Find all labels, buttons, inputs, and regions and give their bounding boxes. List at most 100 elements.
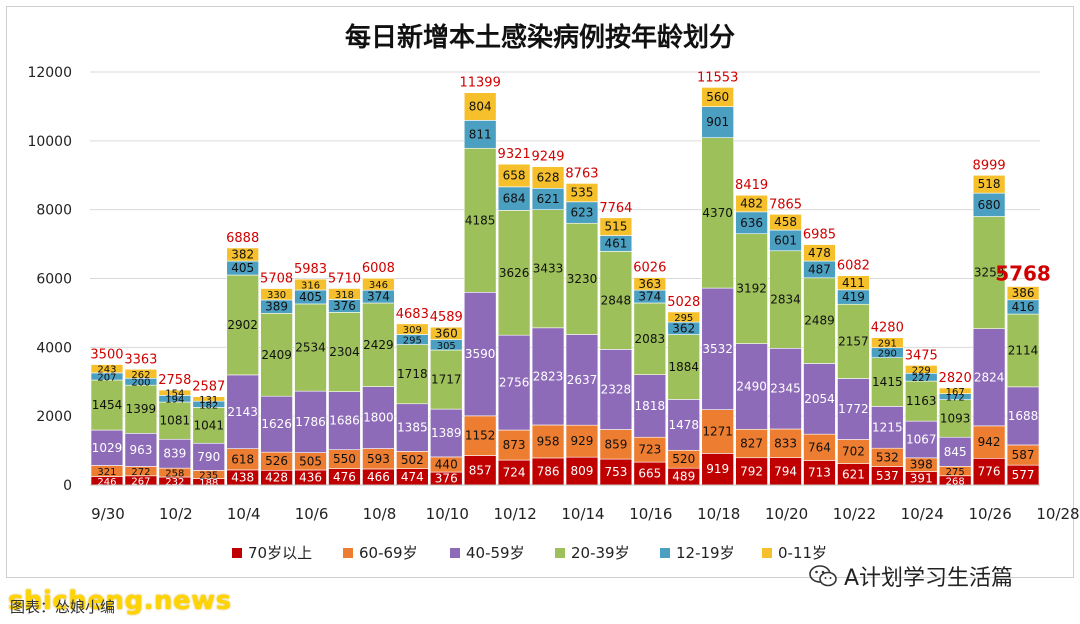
bar-data-label: 382 <box>231 248 254 262</box>
bar-data-label: 309 <box>403 325 422 336</box>
y-tick-label: 0 <box>63 478 72 494</box>
bar-segment <box>294 390 327 453</box>
bar-data-label: 1029 <box>92 441 123 455</box>
bar-data-label: 466 <box>367 470 390 484</box>
bar-data-label: 2824 <box>974 370 1005 384</box>
bar-data-label: 1717 <box>431 373 462 387</box>
bar-total-label: 6026 <box>633 261 666 276</box>
bar-data-label: 786 <box>537 464 560 478</box>
bar-data-label: 438 <box>231 470 254 484</box>
bar-data-label: 724 <box>503 466 526 480</box>
bar-data-label: 405 <box>299 290 322 304</box>
bar-data-label: 794 <box>774 464 797 478</box>
bar-data-label: 2490 <box>736 379 767 393</box>
bar-data-label: 182 <box>199 400 218 411</box>
bar-data-label: 194 <box>165 395 184 406</box>
legend-label: 12-19岁 <box>676 544 735 562</box>
bar-data-label: 1454 <box>92 398 123 412</box>
bar-data-label: 1884 <box>668 360 699 374</box>
x-tick-label: 10/12 <box>494 505 537 523</box>
bar-segment <box>396 323 429 335</box>
bar-data-label: 753 <box>604 465 627 479</box>
bar-segment <box>362 277 395 291</box>
bar-data-label: 243 <box>97 365 116 376</box>
bar-data-label: 593 <box>367 452 390 466</box>
bar-data-label: 227 <box>912 373 931 384</box>
bar-data-label: 305 <box>437 341 456 352</box>
bar-data-label: 1152 <box>465 429 496 443</box>
bar-data-label: 3590 <box>465 347 496 361</box>
bar-segment <box>565 183 599 203</box>
x-tick-label: 10/16 <box>629 505 672 523</box>
bar-data-label: 2848 <box>601 293 632 307</box>
bar-data-label: 776 <box>978 465 1001 479</box>
bar-data-label: 1818 <box>635 399 666 413</box>
bar-segment <box>192 442 225 471</box>
bar-data-label: 1163 <box>906 394 937 408</box>
bar-data-label: 502 <box>401 453 424 467</box>
bar-total-label: 5708 <box>260 272 293 287</box>
bar-total-label: 4589 <box>430 310 463 325</box>
bar-data-label: 154 <box>165 389 184 400</box>
bar-segment <box>938 387 972 394</box>
bar-total-label: 11553 <box>697 70 738 85</box>
bar-segment <box>565 424 599 458</box>
bar-segment <box>430 326 463 340</box>
bar-segment <box>565 222 599 335</box>
bar-data-label: 790 <box>197 450 220 464</box>
bar-segment <box>633 302 667 375</box>
bar-data-label: 478 <box>808 246 831 260</box>
bar-data-label: 919 <box>706 462 729 476</box>
bar-total-label: 6008 <box>362 261 395 276</box>
bar-segment <box>701 106 734 138</box>
bar-segment <box>260 395 293 453</box>
bar-segment <box>667 334 700 400</box>
legend-label: 0-11岁 <box>778 544 827 562</box>
bar-segment <box>735 428 768 459</box>
bar-segment <box>938 399 972 438</box>
bar-data-label: 2902 <box>227 318 258 332</box>
bar-data-label: 2157 <box>838 334 869 348</box>
bar-data-label: 262 <box>131 370 150 381</box>
bar-segment <box>769 214 802 231</box>
bar-data-label: 2637 <box>567 373 598 387</box>
bar-segment <box>735 343 768 430</box>
bar-data-label: 1067 <box>906 432 937 446</box>
bar-data-label: 200 <box>131 378 150 389</box>
bar-total-label: 5768 <box>995 261 1051 285</box>
bar-data-label: 1626 <box>261 417 292 431</box>
bar-segment <box>769 347 802 430</box>
x-tick-label: 10/22 <box>833 505 876 523</box>
bar-segment <box>497 163 531 188</box>
bar-data-label: 963 <box>129 443 152 457</box>
bar-total-label: 6985 <box>803 228 836 243</box>
bar-total-label: 5983 <box>294 262 327 277</box>
bar-data-label: 376 <box>333 299 356 313</box>
bar-data-label: 476 <box>333 470 356 484</box>
bar-data-label: 258 <box>165 469 184 480</box>
bar-data-label: 680 <box>978 198 1001 212</box>
bar-data-label: 3259 <box>974 266 1005 280</box>
bar-segment <box>90 429 124 466</box>
bar-data-label: 901 <box>706 115 729 129</box>
bar-data-label: 461 <box>604 236 627 250</box>
bar-data-label: 363 <box>638 277 661 291</box>
bar-data-label: 2345 <box>770 382 801 396</box>
bar-data-label: 232 <box>165 477 184 488</box>
bar-data-label: 487 <box>808 262 831 276</box>
bar-data-label: 684 <box>503 192 526 206</box>
bar-segment <box>871 357 904 407</box>
bar-data-label: 489 <box>672 470 695 484</box>
bar-data-label: 809 <box>571 464 594 478</box>
bar-total-label: 7764 <box>599 201 632 216</box>
bar-segment <box>362 386 395 449</box>
legend-label: 40-59岁 <box>466 544 525 562</box>
bar-data-label: 713 <box>808 466 831 480</box>
bar-total-label: 2587 <box>192 380 225 395</box>
bar-data-label: 857 <box>469 463 492 477</box>
bar-data-label: 318 <box>335 290 354 301</box>
x-tick-label: 10/14 <box>561 505 604 523</box>
bar-total-label: 2758 <box>158 373 191 388</box>
bar-data-label: 482 <box>740 197 763 211</box>
bar-total-label: 3500 <box>90 348 123 363</box>
